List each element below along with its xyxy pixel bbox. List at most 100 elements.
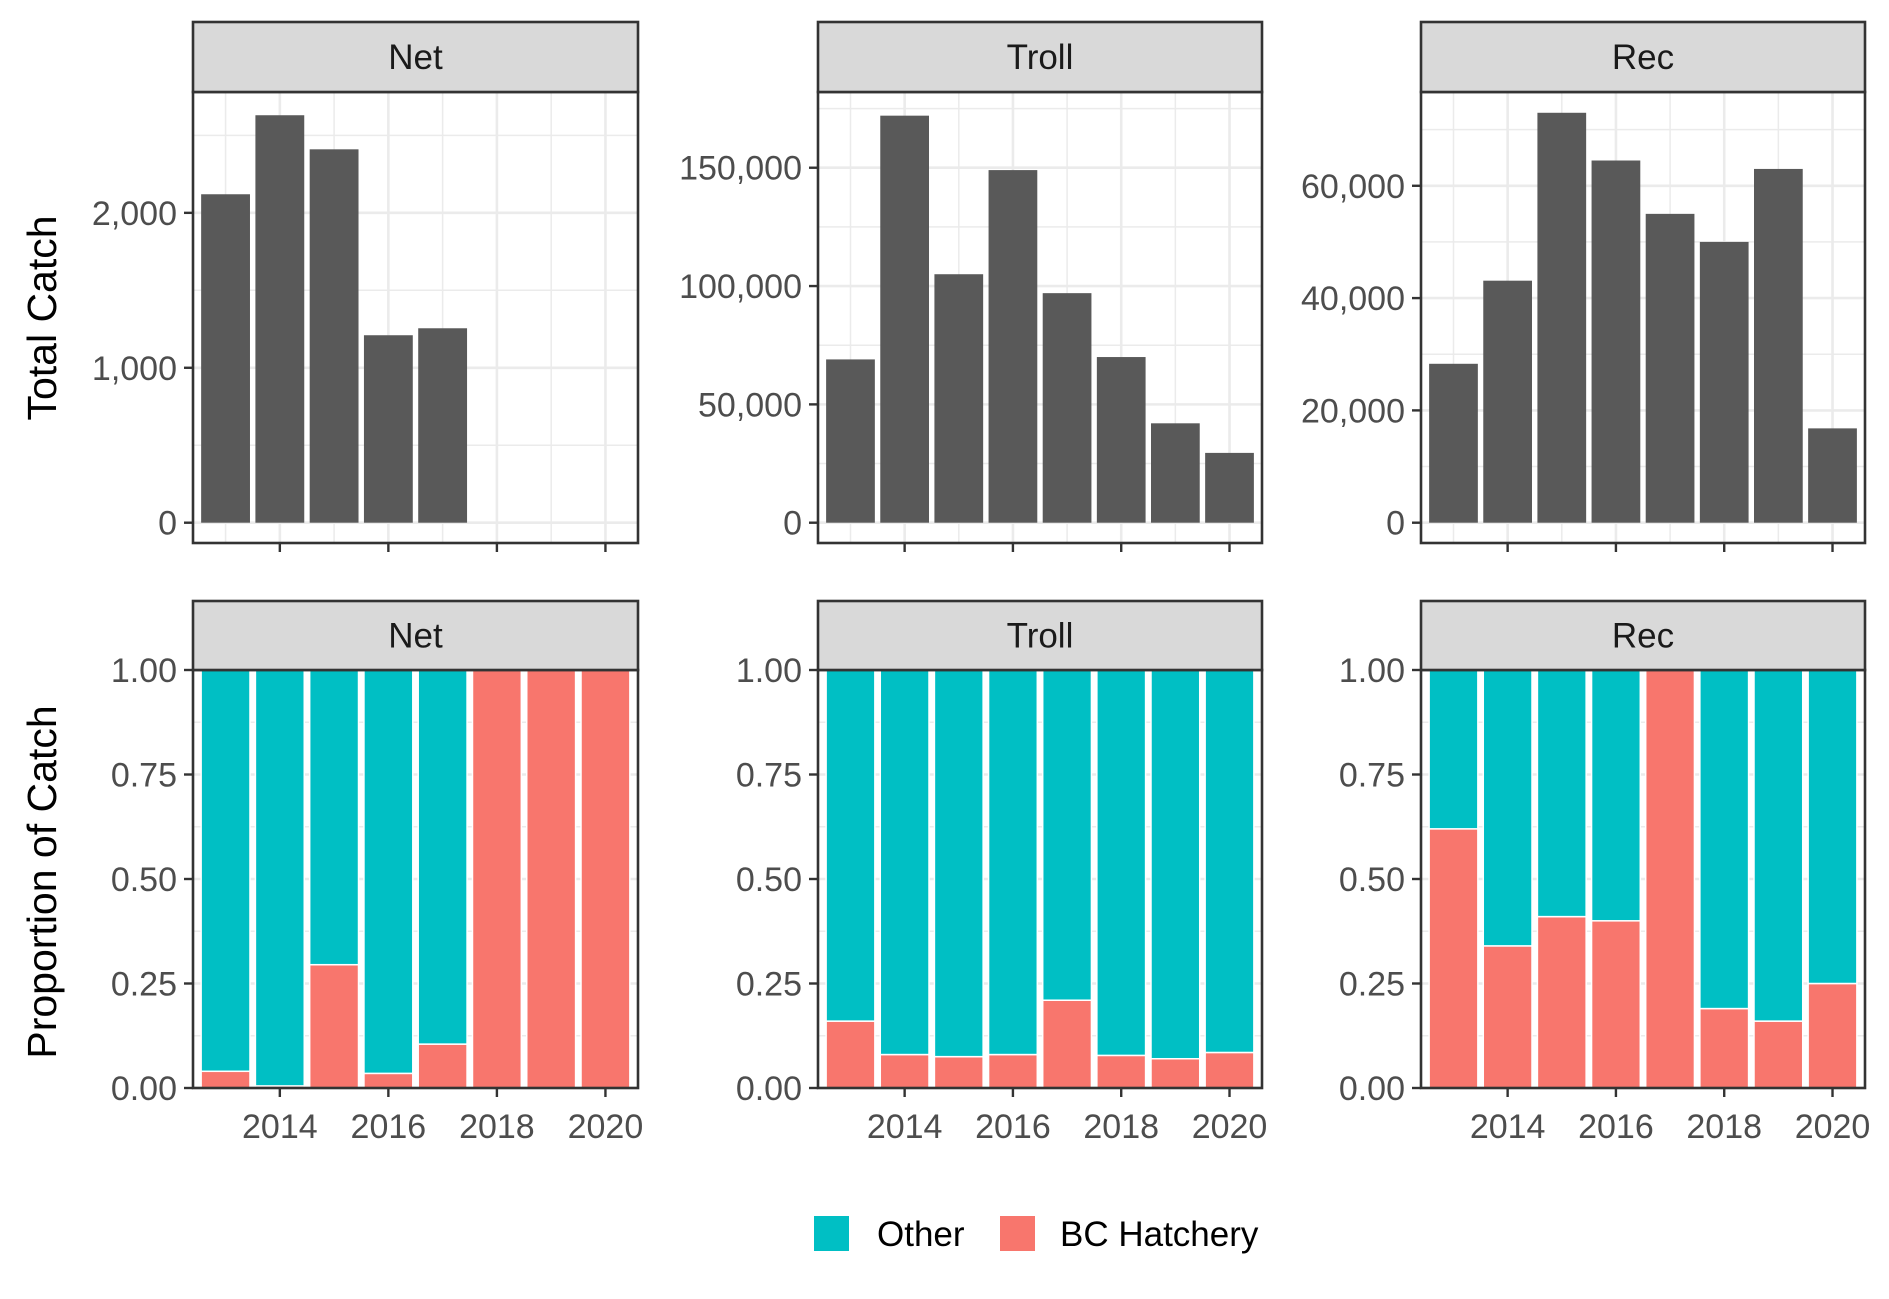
legend-key-other: [814, 1216, 849, 1251]
bar-troll-other-2013: [825, 669, 876, 1022]
y-tick-label: 0.50: [111, 861, 177, 899]
facet-label-rec: Rec: [1612, 617, 1674, 656]
bar-troll-other-2016: [987, 669, 1039, 1056]
bar-net-bc-hatchery-2018: [471, 669, 523, 1089]
bar-rec-bc-hatchery-2018: [1699, 1007, 1750, 1089]
y-tick-label: 1,000: [92, 350, 177, 388]
y-tick-label: 0.25: [1339, 966, 1405, 1004]
y-tick-label: 1.00: [736, 652, 802, 690]
facet-label-rec: Rec: [1612, 38, 1674, 77]
bar-troll-2014: [880, 115, 929, 523]
x-tick-label: 2016: [1578, 1108, 1654, 1146]
y-tick-label: 60,000: [1301, 168, 1405, 206]
bar-troll-bc-hatchery-2015: [933, 1055, 984, 1089]
bar-rec-2019: [1754, 168, 1803, 523]
bar-net-other-2017: [417, 669, 468, 1045]
y-tick-label: 2,000: [92, 195, 177, 233]
panel-troll-proportion: Troll 0.00 0.25 0.50 0.75 1.00 2014 2016 2018 202…: [736, 599, 1268, 1146]
y-axis-title-bottom: Proportion of Catch: [19, 705, 65, 1058]
y-tick-label: 0.75: [736, 757, 802, 795]
y-tick-label: 0.00: [1339, 1070, 1405, 1108]
legend-key-bc-hatchery: [1000, 1216, 1035, 1251]
bar-rec-bc-hatchery-2019: [1753, 1020, 1804, 1089]
bar-rec-other-2020: [1807, 669, 1858, 985]
y-tick-label: 50,000: [698, 386, 802, 424]
y-tick-label: 0.00: [111, 1070, 177, 1108]
bar-net-2014: [255, 115, 305, 523]
bar-rec-bc-hatchery-2015: [1536, 915, 1587, 1089]
bar-troll-bc-hatchery-2018: [1096, 1054, 1147, 1089]
y-tick-label: 0: [1386, 505, 1405, 543]
bar-net-2015: [309, 149, 359, 523]
bar-rec-other-2019: [1753, 669, 1804, 1022]
facet-label-troll: Troll: [1007, 38, 1074, 77]
bar-net-other-2014: [254, 669, 306, 1087]
facet-label-net: Net: [388, 38, 443, 77]
bar-net-bc-hatchery-2020: [580, 669, 631, 1089]
legend-label-other: Other: [877, 1215, 965, 1254]
x-tick-label: 2020: [568, 1108, 644, 1146]
bar-troll-bc-hatchery-2019: [1150, 1057, 1201, 1089]
x-tick-label: 2014: [1470, 1108, 1546, 1146]
y-tick-label: 0.50: [1339, 861, 1405, 899]
y-tick-label: 0: [783, 505, 802, 543]
y-tick-label: 1.00: [1339, 652, 1405, 690]
bar-net-bc-hatchery-2015: [308, 963, 360, 1089]
legend-label-bc-hatchery: BC Hatchery: [1060, 1215, 1259, 1254]
facet-strip-rec: [1419, 20, 1867, 94]
bar-net-other-2013: [200, 669, 251, 1073]
facet-strip-net: [191, 20, 640, 94]
bar-net-2017: [418, 328, 468, 523]
bar-troll-2020: [1205, 452, 1254, 523]
x-tick-label: 2018: [459, 1108, 535, 1146]
bar-net-bc-hatchery-2013: [200, 1070, 251, 1089]
bar-net-other-2015: [308, 669, 360, 966]
bar-troll-bc-hatchery-2020: [1204, 1051, 1255, 1089]
bar-rec-bc-hatchery-2016: [1590, 920, 1642, 1089]
bar-rec-other-2016: [1590, 669, 1642, 922]
bar-rec-other-2013: [1428, 669, 1479, 830]
x-tick-label: 2018: [1686, 1108, 1762, 1146]
bar-rec-bc-hatchery-2017: [1644, 669, 1696, 1089]
facet-label-net: Net: [388, 617, 443, 656]
bar-troll-2013: [826, 359, 875, 523]
bar-rec-2020: [1808, 428, 1857, 523]
x-tick-label: 2020: [1192, 1108, 1268, 1146]
x-tick-label: 2016: [975, 1108, 1051, 1146]
y-axis-title-top: Total Catch: [19, 215, 65, 420]
bar-rec-other-2015: [1536, 669, 1587, 918]
y-tick-label: 1.00: [111, 652, 177, 690]
bar-rec-bc-hatchery-2020: [1807, 982, 1858, 1089]
bar-troll-bc-hatchery-2017: [1041, 999, 1093, 1089]
x-tick-label: 2020: [1795, 1108, 1871, 1146]
panel-net-total: Net 0 1,000 2,000: [92, 20, 640, 552]
y-tick-label: 0.00: [736, 1070, 802, 1108]
bar-net-bc-hatchery-2017: [417, 1043, 468, 1089]
bar-rec-2018: [1699, 241, 1749, 523]
bar-troll-other-2019: [1150, 669, 1201, 1060]
facet-label-troll: Troll: [1007, 617, 1074, 656]
bar-rec-other-2018: [1699, 669, 1750, 1010]
bar-net-bc-hatchery-2019: [526, 669, 577, 1089]
bar-net-other-2016: [363, 669, 414, 1075]
y-tick-label: 0.75: [1339, 757, 1405, 795]
bar-troll-2017: [1042, 293, 1092, 523]
bar-troll-2016: [988, 170, 1038, 523]
bar-rec-2017: [1645, 213, 1695, 523]
x-tick-label: 2014: [867, 1108, 943, 1146]
bar-rec-2015: [1537, 112, 1587, 523]
y-tick-label: 0.75: [111, 757, 177, 795]
bar-rec-2013: [1429, 363, 1478, 523]
y-tick-label: 100,000: [679, 268, 802, 306]
x-tick-label: 2018: [1083, 1108, 1159, 1146]
facet-strip-rec: [1419, 599, 1867, 672]
bar-net-2016: [363, 335, 413, 523]
bar-troll-other-2017: [1041, 669, 1093, 1001]
bar-troll-other-2020: [1204, 669, 1255, 1054]
panel-rec-total: Rec 0 20,000 40,000 60,000: [1301, 20, 1867, 552]
y-tick-label: 0.50: [736, 861, 802, 899]
bar-rec-bc-hatchery-2013: [1428, 828, 1479, 1089]
x-tick-label: 2016: [351, 1108, 427, 1146]
bar-troll-other-2014: [879, 669, 930, 1056]
